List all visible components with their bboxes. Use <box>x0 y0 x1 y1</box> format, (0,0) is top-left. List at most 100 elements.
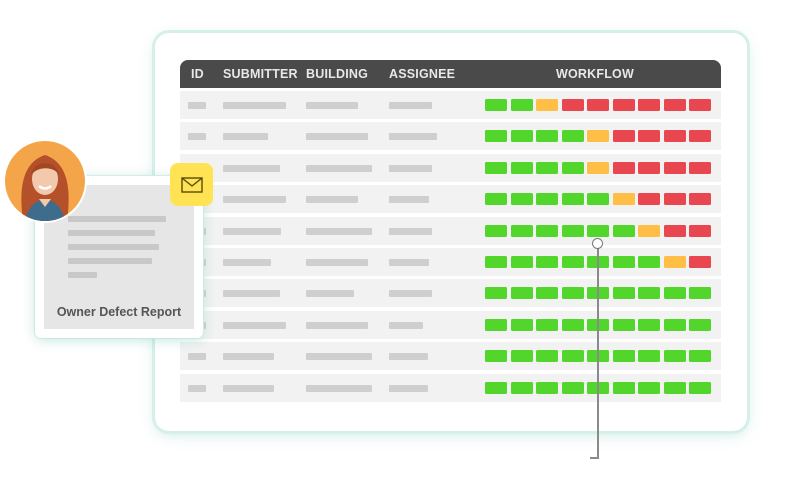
workflow-step-green <box>638 318 660 331</box>
header-assignee[interactable]: ASSIGNEE <box>389 67 456 81</box>
report-text-line <box>68 272 97 278</box>
assignee-placeholder <box>389 353 428 361</box>
building-placeholder <box>306 227 372 235</box>
workflow-step-green <box>561 193 584 206</box>
table-row[interactable] <box>180 373 721 402</box>
table-row[interactable] <box>180 279 721 308</box>
report-title: Owner Defect Report <box>56 305 182 319</box>
workflow-step-green <box>510 381 533 394</box>
workflow-step-red <box>638 193 660 206</box>
table-header: ID SUBMITTER BUILDING ASSIGNEE WORKFLOW <box>180 60 721 88</box>
header-workflow[interactable]: WORKFLOW <box>556 67 634 81</box>
workflow-step-green <box>561 161 584 174</box>
header-id[interactable]: ID <box>191 67 204 81</box>
workflow-step-green <box>689 381 711 394</box>
assignee-placeholder <box>389 321 423 329</box>
submitter-placeholder <box>223 290 280 298</box>
id-placeholder <box>188 133 206 141</box>
workflow-step-red <box>612 99 635 111</box>
workflow-step-red <box>561 99 584 111</box>
table-row[interactable] <box>180 122 721 151</box>
submitter-placeholder <box>223 196 286 204</box>
workflow-step-green <box>689 318 711 331</box>
workflow-step-yellow <box>612 193 635 206</box>
table-body <box>180 91 721 402</box>
table-row[interactable] <box>180 216 721 245</box>
submitter-placeholder <box>223 164 280 172</box>
workflow-step-green <box>485 255 507 268</box>
assignee-placeholder <box>389 196 429 204</box>
workflow-step-red <box>638 99 660 111</box>
table-row[interactable] <box>180 310 721 339</box>
workflow-step-green <box>663 350 686 363</box>
submitter-placeholder <box>223 321 286 329</box>
mail-badge[interactable] <box>170 163 213 206</box>
workflow-step-green <box>638 255 660 268</box>
workflow-step-green <box>510 130 533 143</box>
table-row[interactable] <box>180 185 721 214</box>
workflow-step-green <box>536 224 558 237</box>
workflow-step-green <box>612 318 635 331</box>
id-placeholder <box>188 384 206 392</box>
workflow-step-green <box>612 381 635 394</box>
workflow-step-green <box>536 381 558 394</box>
workflow-step-yellow <box>587 161 609 174</box>
assignee-placeholder <box>389 384 428 392</box>
workflow-step-green <box>510 318 533 331</box>
workflow-step-green <box>689 287 711 300</box>
assignee-placeholder <box>389 133 437 141</box>
workflow-step-red <box>638 161 660 174</box>
workflow-step-red <box>689 255 711 268</box>
workflow-step-red <box>689 224 711 237</box>
header-submitter[interactable]: SUBMITTER <box>223 67 298 81</box>
id-placeholder <box>188 353 206 361</box>
building-placeholder <box>306 353 372 361</box>
workflow-step-red <box>663 224 686 237</box>
workflow-step-red <box>663 161 686 174</box>
building-placeholder <box>306 258 368 266</box>
assignee-placeholder <box>389 227 432 235</box>
report-text-line <box>68 216 166 222</box>
table-row[interactable] <box>180 91 721 119</box>
workflow-step-green <box>561 318 584 331</box>
building-placeholder <box>306 133 368 141</box>
defects-table: ID SUBMITTER BUILDING ASSIGNEE WORKFLOW <box>180 60 721 402</box>
table-row[interactable] <box>180 153 721 182</box>
workflow-step-green <box>485 193 507 206</box>
submitter-placeholder <box>223 227 281 235</box>
workflow-step-yellow <box>587 130 609 143</box>
submitter-placeholder <box>223 384 274 392</box>
id-placeholder <box>188 102 206 109</box>
workflow-step-red <box>587 99 609 111</box>
workflow-step-green <box>612 287 635 300</box>
workflow-step-green <box>510 193 533 206</box>
timeline-handle[interactable] <box>592 238 603 249</box>
workflow-step-red <box>689 193 711 206</box>
submitter-placeholder <box>223 133 268 141</box>
building-placeholder <box>306 290 354 298</box>
timeline-connector <box>597 247 599 458</box>
submitter-placeholder <box>223 102 286 109</box>
assignee-placeholder <box>389 102 432 109</box>
table-row[interactable] <box>180 247 721 276</box>
workflow-step-green <box>510 287 533 300</box>
workflow-step-red <box>689 161 711 174</box>
workflow-step-red <box>612 161 635 174</box>
header-building[interactable]: BUILDING <box>306 67 369 81</box>
workflow-step-red <box>638 130 660 143</box>
workflow-step-yellow <box>536 99 558 111</box>
submitter-placeholder <box>223 353 274 361</box>
workflow-step-red <box>689 130 711 143</box>
table-row[interactable] <box>180 342 721 371</box>
workflow-step-yellow <box>638 224 660 237</box>
workflow-step-green <box>510 99 533 111</box>
workflow-step-green <box>510 161 533 174</box>
workflow-step-green <box>561 381 584 394</box>
workflow-step-green <box>485 224 507 237</box>
workflow-step-green <box>612 224 635 237</box>
assignee-placeholder <box>389 258 429 266</box>
assignee-placeholder <box>389 290 432 298</box>
user-avatar <box>5 141 85 221</box>
workflow-step-green <box>587 224 609 237</box>
